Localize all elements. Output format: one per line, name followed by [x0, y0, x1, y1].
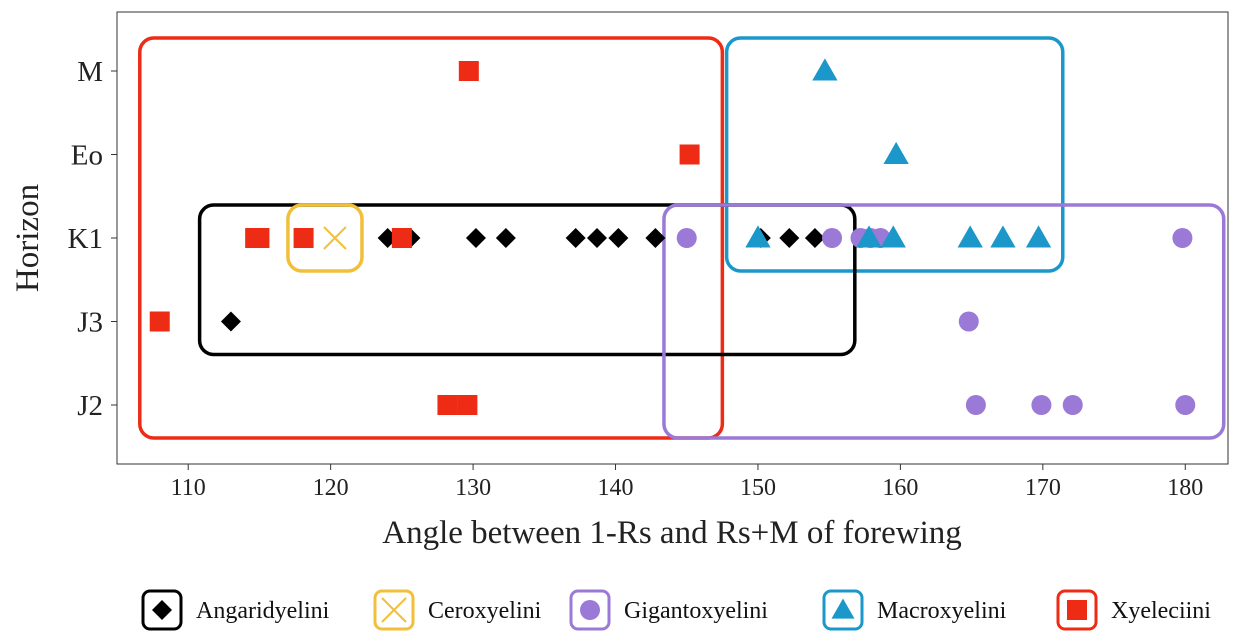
group-box-gigantoxyelini	[662, 203, 1226, 440]
legend-key-gigantoxyelini	[569, 589, 611, 631]
legend: Angaridyelini Ceroxyelini Gigantoxyelini Ma…	[141, 589, 1211, 631]
point-macroxyelini-6	[990, 225, 1016, 248]
point-angaridyelini-11	[779, 228, 800, 248]
point-xyeleciini-4	[293, 228, 314, 248]
y-axis-title: Horizon	[10, 184, 46, 292]
x-axis-title: Angle between 1-Rs and Rs+M of forewing	[382, 515, 962, 551]
point-macroxyelini-0	[812, 58, 838, 81]
point-xyeleciini-7	[437, 395, 458, 415]
point-gigantoxyelini-1	[822, 228, 843, 248]
point-xyeleciini-3	[249, 228, 270, 248]
point-angaridyelini-4	[465, 228, 486, 248]
point-angaridyelini-8	[608, 228, 629, 248]
legend-marker-ceroxyelini	[381, 597, 407, 623]
x-tick-label-110: 110	[171, 475, 206, 501]
y-tick-label-m: M	[77, 56, 103, 88]
legend-marker-macroxyelini	[831, 598, 855, 619]
x-tick-label-180: 180	[1167, 475, 1203, 501]
point-angaridyelini-7	[587, 228, 608, 248]
group-box-ceroxyelini	[286, 203, 364, 273]
point-gigantoxyelini-0	[676, 228, 697, 248]
point-gigantoxyelini-6	[958, 311, 979, 332]
y-tick-label-j2: J2	[77, 390, 103, 422]
point-angaridyelini-6	[565, 228, 586, 248]
y-tick-label-eo: Eo	[71, 140, 103, 172]
legend-label-xyeleciini: Xyeleciini	[1111, 598, 1211, 624]
point-gigantoxyelini-7	[965, 395, 986, 415]
y-tick-label-k1: K1	[68, 223, 103, 255]
x-tick-label-150: 150	[740, 475, 776, 501]
point-macroxyelini-7	[1025, 225, 1052, 248]
axes: 110 120 130 140 150 160 170 180 M Eo K1 J3 J2	[68, 56, 1204, 501]
legend-label-angaridyelini: Angaridyelini	[196, 598, 330, 624]
point-xyeleciini-5	[391, 228, 412, 248]
point-macroxyelini-1	[883, 141, 909, 164]
legend-key-ceroxyelini	[373, 589, 415, 631]
point-ceroxyelini-0	[323, 226, 347, 250]
point-xyeleciini-6	[149, 311, 170, 332]
point-gigantoxyelini-9	[1062, 395, 1083, 415]
group-box-macroxyelini	[724, 36, 1065, 273]
point-gigantoxyelini-5	[1172, 228, 1193, 248]
point-macroxyelini-5	[957, 225, 983, 248]
point-angaridyelini-0	[220, 311, 241, 332]
x-tick-label-130: 130	[455, 475, 491, 501]
group-boxes	[138, 36, 1226, 440]
point-angaridyelini-5	[495, 228, 516, 248]
legend-label-gigantoxyelini: Gigantoxyelini	[624, 598, 768, 624]
legend-key-macroxyelini	[822, 589, 864, 631]
legend-marker-angaridyelini	[152, 600, 172, 620]
x-tick-label-120: 120	[313, 475, 349, 501]
point-ceroxyelini-0-stroke-b	[323, 226, 347, 250]
legend-label-macroxyelini: Macroxyelini	[877, 598, 1007, 624]
legend-key-xyeleciini	[1056, 589, 1098, 631]
group-box-angaridyelini	[197, 203, 857, 357]
point-angaridyelini-12	[804, 228, 825, 248]
legend-marker-xyeleciini	[1067, 600, 1087, 620]
y-tick-label-j3: J3	[77, 307, 103, 339]
data-points	[149, 58, 1196, 415]
point-gigantoxyelini-8	[1031, 395, 1052, 415]
point-xyeleciini-0	[458, 61, 479, 81]
point-gigantoxyelini-10	[1175, 395, 1196, 415]
point-macroxyelini-4	[880, 225, 906, 248]
x-tick-label-140: 140	[598, 475, 634, 501]
point-xyeleciini-8	[457, 395, 478, 415]
legend-label-ceroxyelini: Ceroxyelini	[428, 598, 542, 624]
legend-marker-ceroxyelini-stroke-b	[381, 597, 407, 623]
point-macroxyelini-3	[856, 225, 882, 248]
x-tick-label-170: 170	[1025, 475, 1061, 501]
legend-marker-gigantoxyelini	[580, 600, 600, 620]
point-xyeleciini-1	[679, 144, 700, 165]
point-angaridyelini-9	[645, 228, 666, 248]
x-tick-label-160: 160	[882, 475, 918, 501]
group-box-xyeleciini	[138, 36, 725, 440]
legend-key-angaridyelini	[141, 589, 183, 631]
point-macroxyelini-2	[745, 225, 771, 248]
